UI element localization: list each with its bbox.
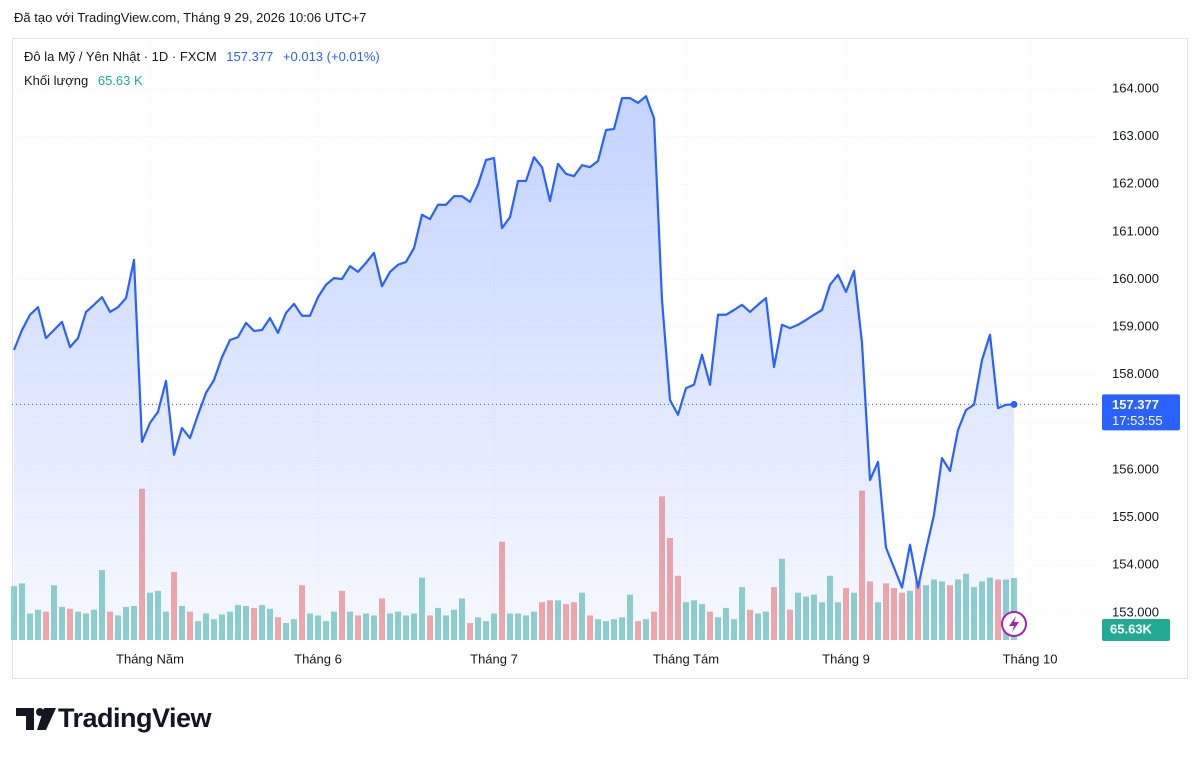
volume-title: Khối lượng	[24, 73, 89, 88]
x-tick-label: Tháng 9	[822, 651, 870, 666]
x-tick-label: Tháng 10	[1003, 651, 1058, 666]
last-price-label: 157.377	[1112, 397, 1159, 412]
y-tick-label: 153.000	[1112, 604, 1159, 619]
logo: TradingView	[58, 703, 212, 733]
price-area-fill	[14, 96, 1014, 640]
y-tick-label: 159.000	[1112, 319, 1159, 334]
symbol: Đô la Mỹ / Yên Nhật · 1D · FXCM	[24, 49, 217, 64]
volume-value: 65.63 K	[97, 73, 143, 88]
price-change: +0.013 (+0.01%)	[282, 49, 380, 64]
volume-legend: Khối lượng 65.63 K	[24, 73, 149, 88]
symbol-legend: Đô la Mỹ / Yên Nhật · 1D · FXCM 157.377 …	[24, 49, 386, 64]
last-price: 157.377	[226, 49, 274, 64]
countdown-label: 17:53:55	[1112, 413, 1163, 428]
axes: 153.000154.000155.000156.000157.000158.0…	[116, 80, 1180, 666]
tradingview-logo-icon	[16, 708, 56, 730]
y-tick-label: 162.000	[1112, 176, 1159, 191]
x-tick-label: Tháng 6	[294, 651, 342, 666]
y-tick-label: 160.000	[1112, 271, 1159, 286]
y-tick-label: 155.000	[1112, 509, 1159, 524]
last-price-box	[1102, 394, 1180, 431]
x-tick-label: Tháng 7	[470, 651, 518, 666]
price-area	[12, 95, 1018, 640]
y-tick-label: 154.000	[1112, 557, 1159, 572]
price-line	[12, 95, 1015, 589]
y-tick-label: 156.000	[1112, 461, 1159, 476]
header-text: Đã tạo với TradingView.com, Tháng 9 29, …	[14, 10, 367, 25]
y-tick-label: 163.000	[1112, 128, 1159, 143]
volume-axis-label: 65.63K	[1110, 621, 1153, 636]
lightning-icon[interactable]	[1001, 611, 1027, 637]
y-tick-label: 161.000	[1112, 223, 1159, 238]
x-tick-label: Tháng Tám	[653, 651, 719, 666]
y-tick-label: 164.000	[1112, 80, 1159, 95]
volume-label-box	[1102, 619, 1170, 641]
x-tick-label: Tháng Năm	[116, 651, 184, 666]
last-point	[1010, 400, 1018, 408]
y-tick-label: 158.000	[1112, 366, 1159, 381]
chart-frame	[12, 38, 1188, 679]
